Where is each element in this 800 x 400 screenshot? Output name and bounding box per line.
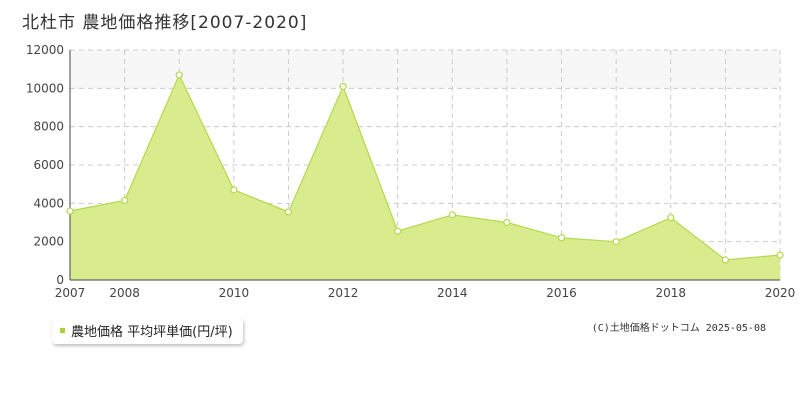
axes xyxy=(69,50,780,281)
data-point xyxy=(284,208,293,216)
data-point xyxy=(503,218,511,227)
x-tick-label: 2010 xyxy=(219,286,250,300)
data-point xyxy=(557,234,566,242)
data-point xyxy=(448,211,456,219)
y-tick-label: 2000 xyxy=(33,235,64,249)
legend: 農地価格 平均坪単価(円/坪) xyxy=(52,318,243,344)
data-point xyxy=(339,82,347,91)
y-tick-label: 12000 xyxy=(26,43,64,57)
data-point xyxy=(667,214,675,222)
x-tick-label: 2020 xyxy=(765,286,796,300)
series-area xyxy=(70,74,780,281)
x-tick-label: 2008 xyxy=(109,286,140,300)
plot-background-band xyxy=(70,50,780,89)
data-point xyxy=(175,71,183,79)
series-line xyxy=(69,73,781,261)
data-point xyxy=(66,207,74,215)
y-tick-label: 4000 xyxy=(33,196,64,210)
x-tick-label: 2016 xyxy=(546,286,577,300)
x-tick-label: 2007 xyxy=(55,286,86,300)
x-tick-label: 2012 xyxy=(328,286,359,300)
data-point xyxy=(721,256,729,264)
x-tick-label: 2018 xyxy=(655,286,686,300)
y-tick-label: 10000 xyxy=(26,81,64,95)
data-point xyxy=(776,251,784,259)
y-tick-label: 8000 xyxy=(33,120,64,134)
data-point xyxy=(394,227,402,235)
credit-text: (C)土地価格ドットコム 2025-05-08 xyxy=(591,323,766,334)
y-tick-label: 0 xyxy=(56,273,64,287)
data-point xyxy=(612,238,620,246)
legend-label: 農地価格 平均坪単価(円/坪) xyxy=(71,325,233,340)
x-tick-label: 2014 xyxy=(437,286,468,300)
data-points xyxy=(66,71,784,264)
legend-swatch xyxy=(60,328,65,333)
y-tick-label: 6000 xyxy=(33,158,64,172)
y-tick-labels: 0 2000 4000 6000 8000 10000 12000 xyxy=(26,43,64,287)
data-point xyxy=(121,196,129,205)
chart-title: 北杜市 農地価格推移[2007-2020] xyxy=(22,13,308,33)
x-tick-labels: 2007 2008 2010 2012 2014 2016 2018 2020 xyxy=(55,286,796,300)
data-point xyxy=(230,186,238,194)
